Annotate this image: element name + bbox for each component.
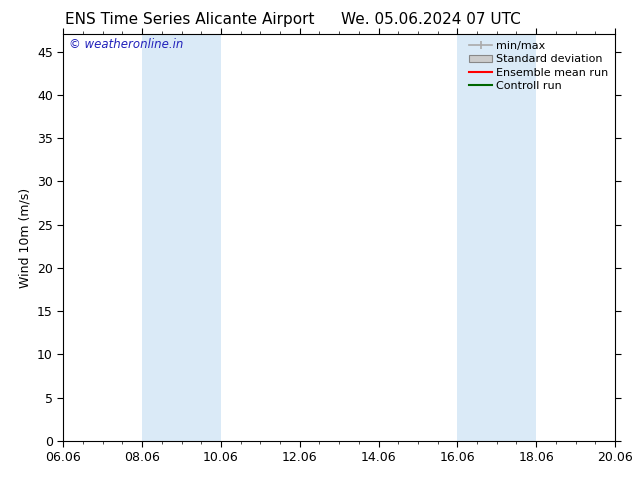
Text: We. 05.06.2024 07 UTC: We. 05.06.2024 07 UTC (341, 12, 521, 27)
Text: ENS Time Series Alicante Airport: ENS Time Series Alicante Airport (65, 12, 315, 27)
Bar (457, 34, 536, 441)
Legend: min/max, Standard deviation, Ensemble mean run, Controll run: min/max, Standard deviation, Ensemble me… (466, 38, 612, 94)
Y-axis label: Wind 10m (m/s): Wind 10m (m/s) (18, 188, 32, 288)
Text: © weatheronline.in: © weatheronline.in (69, 38, 183, 51)
Bar (142, 34, 221, 441)
